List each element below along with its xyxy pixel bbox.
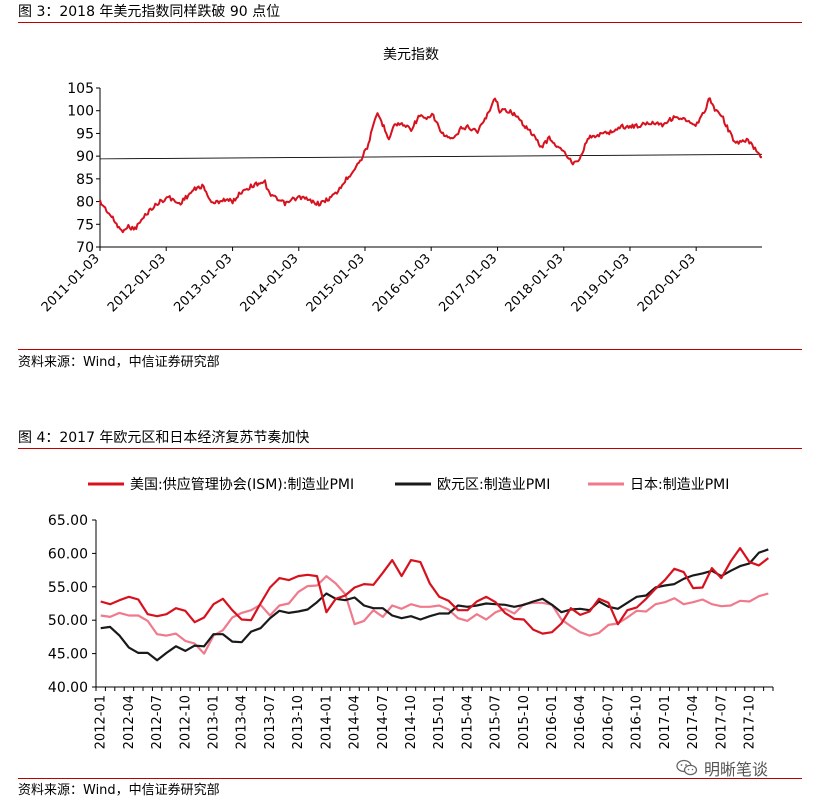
chart1-x-tick-label: 2016-01-03 xyxy=(370,251,434,315)
figure2-title: 图 4：2017 年欧元区和日本经济复苏节奏加快 xyxy=(18,430,310,446)
chart2-y-tick-label: 45.00 xyxy=(48,647,88,663)
chart2-x-tick-label: 2012-01 xyxy=(94,695,109,749)
chart1-x-tick-label: 2015-01-03 xyxy=(304,251,368,315)
legend-label: 欧元区:制造业PMI xyxy=(437,477,550,493)
chart2-x-tick-label: 2014-04 xyxy=(348,695,363,749)
chart2-x-tick-label: 2014-07 xyxy=(376,695,391,749)
chart1-x-tick-label: 2013-01-03 xyxy=(171,251,235,315)
watermark: 明晰笔谈 xyxy=(676,756,768,780)
chart2-x-tick-label: 2016-01 xyxy=(545,695,560,749)
chart2-x-tick-label: 2013-10 xyxy=(291,695,306,749)
figure2-top-rule xyxy=(18,448,802,449)
chart1-y-tick-label: 75 xyxy=(76,217,94,233)
chart2-x-tick-label: 2017-07 xyxy=(714,695,729,749)
chart1-y-tick-label: 95 xyxy=(76,126,94,142)
chart2-x-tick-label: 2014-01 xyxy=(319,695,334,749)
chart1-x-tick-label: 2017-01-03 xyxy=(436,251,500,315)
pmi-chart: 美国:供应管理协会(ISM):制造业PMI 欧元区:制造业PMI 日本:制造业PMI… xyxy=(48,476,774,749)
figure1-title: 图 3：2018 年美元指数同样跌破 90 点位 xyxy=(18,4,281,20)
chart2-x-tick-label: 2015-10 xyxy=(517,695,532,749)
chart1-x-tick-label: 2020-01-03 xyxy=(635,251,699,315)
chart2-x-tick-label: 2015-04 xyxy=(460,695,475,749)
chart2-x-tick-label: 2017-04 xyxy=(686,695,701,749)
chart2-x-tick-label: 2015-01 xyxy=(432,695,447,749)
chart2-y-tick-label: 55.00 xyxy=(48,580,88,596)
legend-label: 美国:供应管理协会(ISM):制造业PMI xyxy=(130,476,354,493)
chart2-y-tick-label: 65.00 xyxy=(48,513,88,529)
chart2-x-tick-label: 2016-07 xyxy=(601,695,616,749)
chart2-x-tick-label: 2017-10 xyxy=(742,695,757,749)
chart1-y-tick-label: 85 xyxy=(76,172,94,188)
chart2-series-line xyxy=(100,547,769,635)
chart2-y-tick-label: 50.00 xyxy=(48,613,88,629)
chart1-x-tick-label: 2014-01-03 xyxy=(238,251,302,315)
watermark-text: 明晰笔谈 xyxy=(704,760,769,779)
chart2-x-tick-label: 2013-07 xyxy=(263,695,278,749)
chart1-x-tick-label: 2018-01-03 xyxy=(503,251,567,315)
chart2-x-tick-label: 2012-04 xyxy=(122,695,137,749)
chart1-reference-line xyxy=(99,153,763,160)
chart1-y-tick-label: 70 xyxy=(76,240,94,256)
chart1-y-tick-label: 80 xyxy=(76,195,94,211)
chart1-x-tick-label: 2019-01-03 xyxy=(569,251,633,315)
chart2-series-line xyxy=(100,575,769,655)
chart2-x-tick-label: 2016-10 xyxy=(630,695,645,749)
chart1-x-tick-label: 2012-01-03 xyxy=(105,251,169,315)
chart1-series-line xyxy=(99,97,763,234)
figure1-top-rule xyxy=(18,22,802,23)
figure2-bottom-rule xyxy=(18,778,802,779)
chart1-title: 美元指数 xyxy=(383,47,439,63)
chart2-x-tick-label: 2013-04 xyxy=(235,695,250,749)
figure1-bottom-rule xyxy=(18,349,802,350)
chart1-y-tick-label: 100 xyxy=(67,104,94,120)
usd-index-chart: 美元指数 70 75 80 85 90 95 100 105 2011-01-03 2012-01-… xyxy=(39,47,763,315)
chart2-x-tick-label: 2013-01 xyxy=(207,695,222,749)
chart2-x-tick-label: 2017-01 xyxy=(658,695,673,749)
chart2-x-tick-label: 2016-04 xyxy=(573,695,588,749)
chart2-y-tick-label: 60.00 xyxy=(48,546,88,562)
chart2-y-tick-label: 40.00 xyxy=(48,680,88,696)
chart2-x-tick-label: 2014-10 xyxy=(404,695,419,749)
wechat-icon xyxy=(676,759,698,776)
chart1-y-tick-label: 90 xyxy=(76,149,94,165)
chart2-x-tick-label: 2012-07 xyxy=(150,695,165,749)
legend-label: 日本:制造业PMI xyxy=(630,477,729,493)
chart1-x-tick-label: 2011-01-03 xyxy=(39,251,103,315)
chart2-x-tick-label: 2012-10 xyxy=(178,695,193,749)
chart2-series-line xyxy=(100,548,769,662)
figure2-source: 资料来源：Wind，中信证券研究部 xyxy=(18,783,220,798)
figure1-source: 资料来源：Wind，中信证券研究部 xyxy=(18,355,220,370)
chart2-x-tick-label: 2015-07 xyxy=(489,695,504,749)
chart1-y-tick-label: 105 xyxy=(67,81,94,97)
